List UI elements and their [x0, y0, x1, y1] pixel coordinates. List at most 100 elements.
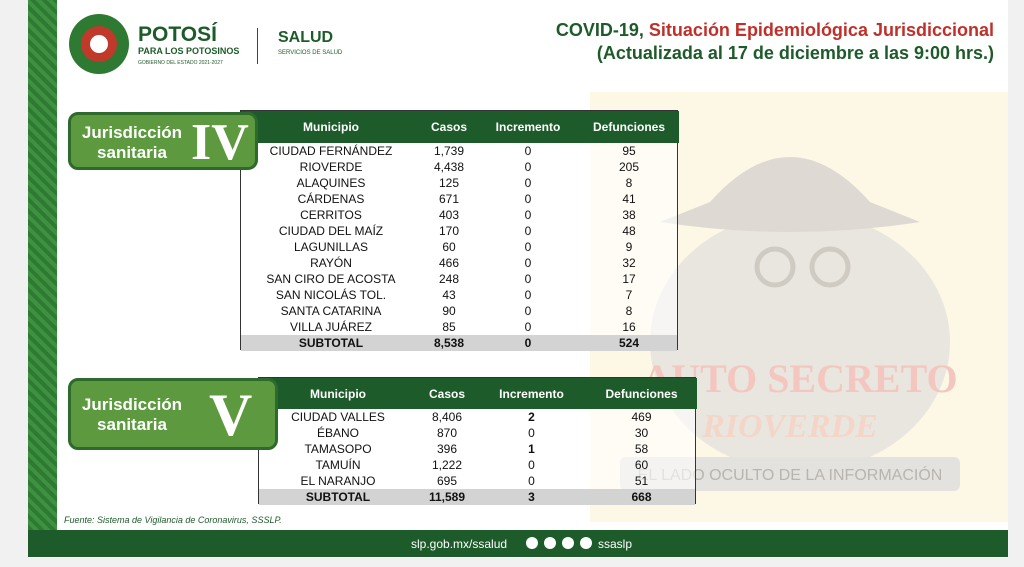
cell: 0: [524, 208, 532, 222]
cell: 1: [528, 442, 535, 456]
cell: CIUDAD DEL MAÍZ: [278, 224, 384, 238]
watermark-tagline: EL LADO OCULTO DE LA INFORMACIÓN: [638, 465, 943, 484]
cell: SANTA CATARINA: [280, 304, 382, 318]
cell: 205: [618, 160, 640, 174]
cell: CERRITOS: [300, 208, 362, 222]
logo-emblem: [69, 14, 129, 74]
cell: 0: [524, 240, 532, 254]
cell: 0: [524, 224, 532, 238]
column-header: Casos: [417, 378, 477, 409]
cell: 90: [442, 304, 456, 318]
cell: LAGUNILLAS: [293, 240, 369, 254]
cell: 48: [622, 224, 636, 238]
subtotal-bg: [259, 489, 695, 505]
cell: 8,406: [431, 410, 463, 424]
cell: 51: [634, 474, 649, 488]
badge-line2: sanitaria: [97, 415, 167, 434]
cell: 0: [524, 304, 532, 318]
cell: ÉBANO: [316, 426, 359, 440]
table: Municipio Casos Incremento Defunciones CIUDA…: [258, 377, 697, 505]
cell: 0: [524, 272, 532, 286]
cell: 671: [438, 192, 460, 206]
logo-subtitle: PARA LOS POTOSINOS: [138, 46, 240, 56]
footer-url: slp.gob.mx/ssalud: [411, 537, 508, 551]
cell: 85: [442, 320, 456, 334]
cell: 0: [528, 458, 535, 472]
cell: VILLA JUÁREZ: [289, 320, 373, 334]
cell: 125: [438, 176, 460, 190]
title-highlight: Situación Epidemiológica Jurisdiccional: [648, 20, 994, 40]
subtotal-cell: 8,538: [433, 336, 465, 350]
subtitle: (Actualizada al 17 de diciembre a las 9:…: [596, 43, 994, 63]
cell: 32: [622, 256, 636, 270]
title-prefix: COVID-19,: [555, 20, 644, 40]
cell: RAYÓN: [310, 256, 352, 270]
cell: 30: [634, 426, 649, 440]
cell: 0: [528, 474, 535, 488]
subtotal-cell: 11,589: [428, 490, 466, 504]
cell: 8: [625, 304, 633, 318]
cell: RIOVERDE: [299, 160, 363, 174]
side-strip: [28, 0, 57, 530]
cell: CIUDAD FERNÁNDEZ: [269, 144, 393, 158]
cell: 396: [436, 442, 458, 456]
divider: [257, 28, 258, 64]
subtotal-cell: 3: [528, 490, 535, 504]
badge: Jurisdicción sanitaria V: [68, 378, 278, 450]
cell: 7: [625, 288, 633, 302]
cell: 0: [524, 144, 532, 158]
cell: 0: [524, 160, 532, 174]
dept: SALUD: [278, 29, 334, 46]
column-header: Incremento: [477, 111, 579, 143]
cell: SAN NICOLÁS TOL.: [275, 288, 387, 302]
cell: TAMUÍN: [315, 458, 361, 472]
subtotal-bg: [241, 335, 677, 351]
cell: 4,438: [433, 160, 465, 174]
cell: 0: [524, 320, 532, 334]
subtotal-cell: SUBTOTAL: [305, 490, 371, 504]
cell: 60: [634, 458, 649, 472]
column-header: Incremento: [477, 378, 586, 409]
column-header: Defunciones: [586, 378, 697, 409]
cell: 60: [442, 240, 456, 254]
badge: Jurisdicción sanitaria IV: [68, 112, 258, 171]
cell: 9: [625, 240, 633, 254]
cell: 43: [442, 288, 456, 302]
dept-sub: SERVICIOS DE SALUD: [278, 50, 343, 56]
cell: 0: [524, 176, 532, 190]
cell: 170: [438, 224, 460, 238]
cell: 41: [622, 192, 636, 206]
badge-numeral: V: [209, 382, 253, 448]
social-icons: [526, 537, 592, 549]
footer-handle: ssaslp: [598, 537, 633, 551]
cell: 0: [528, 426, 535, 440]
title: COVID-19, Situación Epidemiológica Juris…: [556, 20, 994, 41]
cell: 8: [625, 176, 633, 190]
cell: 58: [634, 442, 649, 456]
column-header: Defunciones: [579, 111, 679, 143]
cell: SAN CIRO DE ACOSTA: [266, 272, 396, 286]
subtotal-cell: SUBTOTAL: [298, 336, 364, 350]
cell: 695: [436, 474, 458, 488]
column-header: Casos: [421, 111, 477, 143]
cell: 2: [528, 410, 535, 424]
column-header: Municipio: [259, 378, 417, 409]
badge-line1: Jurisdicción: [81, 395, 183, 414]
cell: 466: [438, 256, 460, 270]
watermark-subtitle: RIOVERDE: [701, 408, 878, 445]
subtotal-cell: 668: [631, 490, 652, 504]
cell: 1,739: [433, 144, 465, 158]
table: Municipio Casos Incremento Defunciones CIUDA…: [240, 110, 679, 351]
cell: 403: [438, 208, 460, 222]
cell: ALAQUINES: [296, 176, 366, 190]
subtotal-cell: 0: [524, 336, 532, 350]
cell: 248: [438, 272, 460, 286]
cell: CIUDAD VALLES: [291, 410, 385, 424]
cell: 0: [524, 288, 532, 302]
cell: 17: [622, 272, 636, 286]
subtotal-cell: 524: [618, 336, 640, 350]
footer: slp.gob.mx/ssalud ssaslp: [28, 530, 1008, 557]
source: Fuente: Sistema de Vigilancia de Coronav…: [64, 515, 282, 525]
logo-tagline: GOBIERNO DEL ESTADO 2021-2027: [138, 60, 223, 66]
